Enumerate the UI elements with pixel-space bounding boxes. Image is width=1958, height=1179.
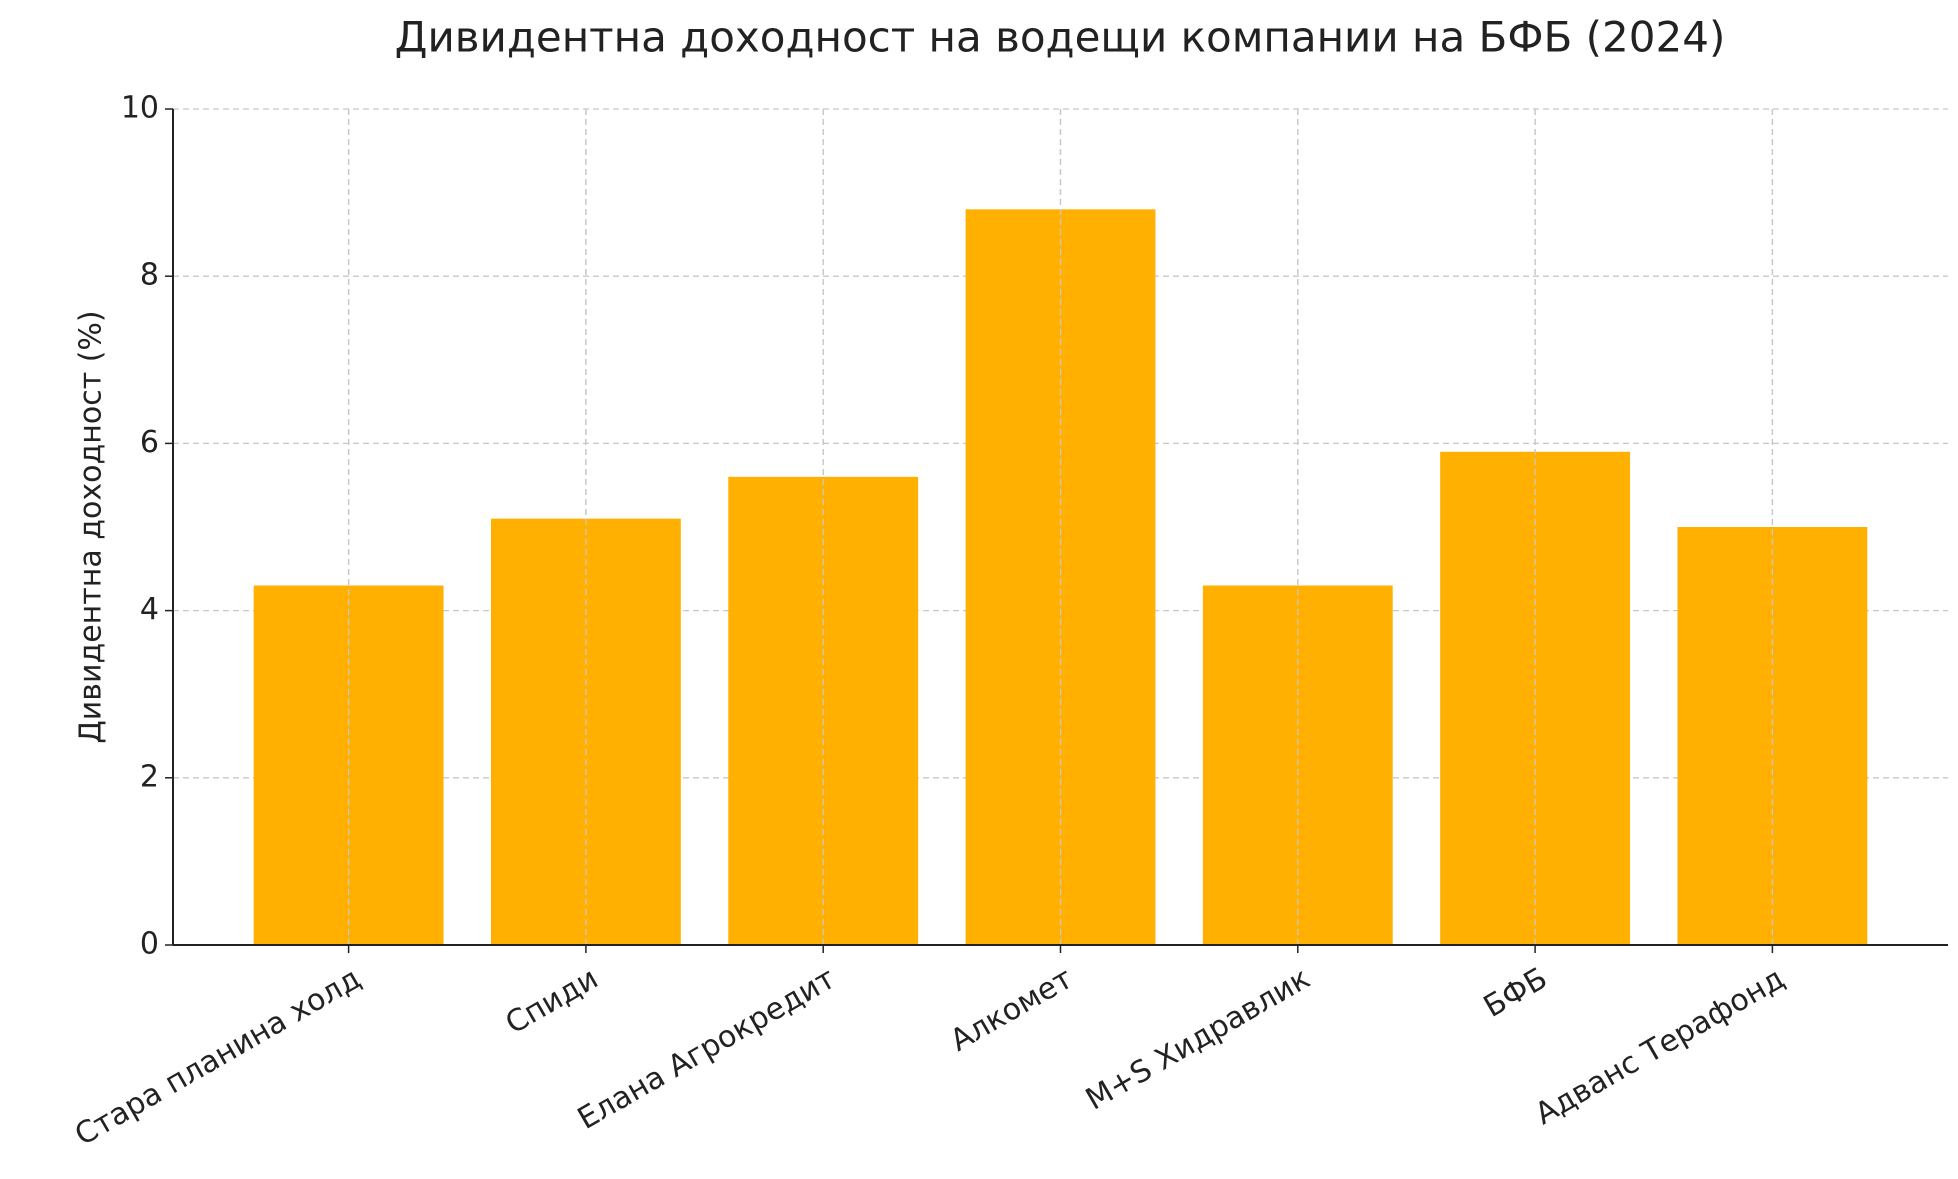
y-tick-label: 2: [140, 759, 159, 794]
y-axis-label: Дивидентна доходност (%): [74, 310, 109, 743]
bar: [253, 585, 444, 945]
x-tick-label: Елана Агрокредит: [572, 961, 842, 1137]
y-tick-label: 10: [121, 91, 159, 126]
x-tick-label: Адванс Терафонд: [1529, 961, 1790, 1132]
y-tick-label: 6: [140, 425, 159, 460]
x-tick-label: Алкомет: [945, 961, 1079, 1059]
chart-title: Дивидентна доходност на водещи компании …: [395, 13, 1726, 62]
x-tick-label: M+S Хидравлик: [1080, 961, 1316, 1117]
x-tick-label: Спиди: [500, 961, 604, 1041]
bar: [1677, 527, 1868, 945]
x-tick-label: Стара планина холд: [69, 961, 367, 1153]
x-tick-label: БФБ: [1478, 961, 1554, 1025]
y-tick-label: 0: [140, 927, 159, 962]
y-tick-label: 8: [140, 258, 159, 293]
bar: [1202, 585, 1393, 945]
y-tick-label: 4: [140, 592, 159, 627]
